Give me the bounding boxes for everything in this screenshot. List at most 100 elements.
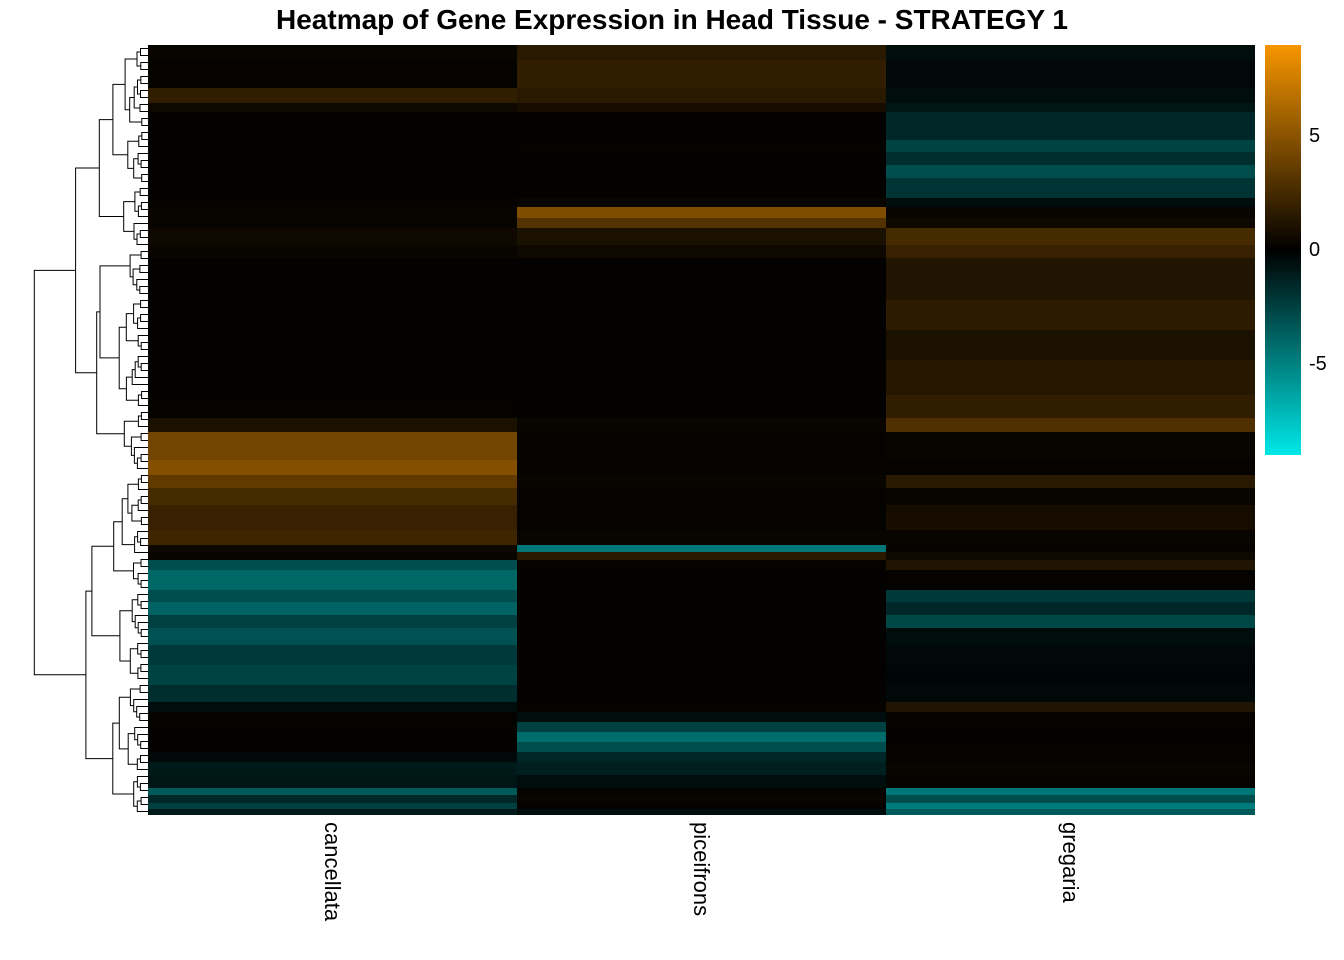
heatmap-cell [517, 751, 886, 762]
heatmap-cell [517, 329, 886, 360]
heatmap-cell [517, 589, 886, 602]
heatmap-cell [148, 197, 517, 207]
heatmap-cell [148, 45, 517, 60]
heatmap-cell [148, 614, 517, 628]
column-label-cancellata: cancellata [320, 822, 345, 922]
heatmap-cell [148, 684, 517, 702]
heatmap-cell [517, 504, 886, 530]
heatmap-cell [517, 614, 886, 628]
heatmap-cell [148, 359, 517, 395]
heatmap-cell [148, 731, 517, 742]
heatmap-cell [148, 244, 517, 258]
heatmap-cell [148, 529, 517, 545]
heatmap-cell [148, 474, 517, 488]
heatmap-cell [517, 711, 886, 722]
heatmap-cell [517, 459, 886, 475]
heatmap-cell [517, 60, 886, 88]
heatmap-cell [886, 741, 1255, 752]
column-label-gregaria: gregaria [1058, 822, 1083, 903]
heatmap-cell [517, 417, 886, 432]
heatmap-cell [886, 731, 1255, 742]
heatmap-cell [517, 177, 886, 198]
heatmap-cell [148, 701, 517, 712]
heatmap-cell [886, 177, 1255, 198]
heatmap-cell [148, 227, 517, 245]
heatmap-cell [886, 299, 1255, 330]
heatmap-cell [148, 761, 517, 775]
heatmap-cell [517, 794, 886, 803]
heatmap-cell [886, 551, 1255, 560]
heatmap-cell [148, 139, 517, 152]
heatmap-cell [148, 601, 517, 615]
heatmap-cell [517, 761, 886, 775]
heatmap-cell [148, 151, 517, 165]
heatmap-cell [517, 164, 886, 178]
heatmap-cell [886, 711, 1255, 722]
heatmap-cell [886, 802, 1255, 809]
heatmap-cell [148, 257, 517, 300]
heatmap-cell [886, 217, 1255, 228]
heatmap-cell [886, 257, 1255, 300]
heatmap-cell [886, 721, 1255, 732]
heatmap-cell [517, 299, 886, 330]
heatmap-cell [148, 329, 517, 360]
heatmap-cell [517, 217, 886, 228]
heatmap-cell [148, 644, 517, 665]
heatmap-cell [886, 794, 1255, 803]
heatmap-cell [886, 504, 1255, 530]
heatmap-cell [148, 111, 517, 140]
heatmap-cell [517, 544, 886, 552]
heatmap-cell [517, 359, 886, 395]
heatmap-cell [886, 417, 1255, 432]
heatmap-cell [148, 774, 517, 788]
heatmap-cell [517, 802, 886, 809]
heatmap-cell [517, 111, 886, 140]
heatmap-cell [148, 103, 517, 112]
colorbar-tick-label: 5 [1309, 125, 1321, 148]
heatmap-cell [886, 244, 1255, 258]
heatmap-cell [886, 139, 1255, 152]
heatmap-cell [148, 589, 517, 602]
heatmap-cell [148, 551, 517, 560]
heatmap-cell [886, 111, 1255, 140]
heatmap-cell [517, 227, 886, 245]
heatmap-cell [886, 701, 1255, 712]
heatmap-cell [148, 487, 517, 505]
dendrogram-lines [34, 49, 148, 812]
heatmap-cell [886, 45, 1255, 60]
heatmap-cell [886, 761, 1255, 775]
heatmap-cell [886, 569, 1255, 590]
heatmap-cell [886, 589, 1255, 602]
heatmap-cell [148, 177, 517, 198]
heatmap-cell [517, 151, 886, 165]
column-label-piceifrons: piceifrons [689, 822, 714, 917]
heatmap-cell [517, 569, 886, 590]
heatmap-cell [517, 551, 886, 560]
heatmap-cell [886, 151, 1255, 165]
heatmap-cell [886, 559, 1255, 570]
heatmap-cell [148, 721, 517, 732]
column-labels: cancellata piceifrons gregaria [0, 822, 1344, 960]
heatmap-cell [148, 217, 517, 228]
colorbar-gradient [1265, 45, 1301, 455]
colorbar-tick-labels: 5 0 -5 [1309, 45, 1335, 455]
heatmap-cell [517, 529, 886, 545]
heatmap-cell [886, 487, 1255, 505]
heatmap-cell [886, 474, 1255, 488]
heatmap-cell [148, 394, 517, 418]
colorbar: 5 0 -5 [1265, 45, 1335, 465]
heatmap-cell [886, 601, 1255, 615]
heatmap-column-gregaria [886, 45, 1255, 815]
heatmap-cell [886, 197, 1255, 207]
heatmap-cell [886, 103, 1255, 112]
heatmap-cell [517, 808, 886, 815]
heatmap-cell [517, 787, 886, 795]
colorbar-tick-label: -5 [1309, 352, 1327, 375]
heatmap-cell [886, 394, 1255, 418]
heatmap-cell [886, 206, 1255, 218]
heatmap-cell [517, 394, 886, 418]
heatmap-cell [886, 431, 1255, 460]
heatmap-cell [148, 627, 517, 645]
heatmap-cell [517, 731, 886, 742]
colorbar-tick-label: 0 [1309, 239, 1321, 261]
